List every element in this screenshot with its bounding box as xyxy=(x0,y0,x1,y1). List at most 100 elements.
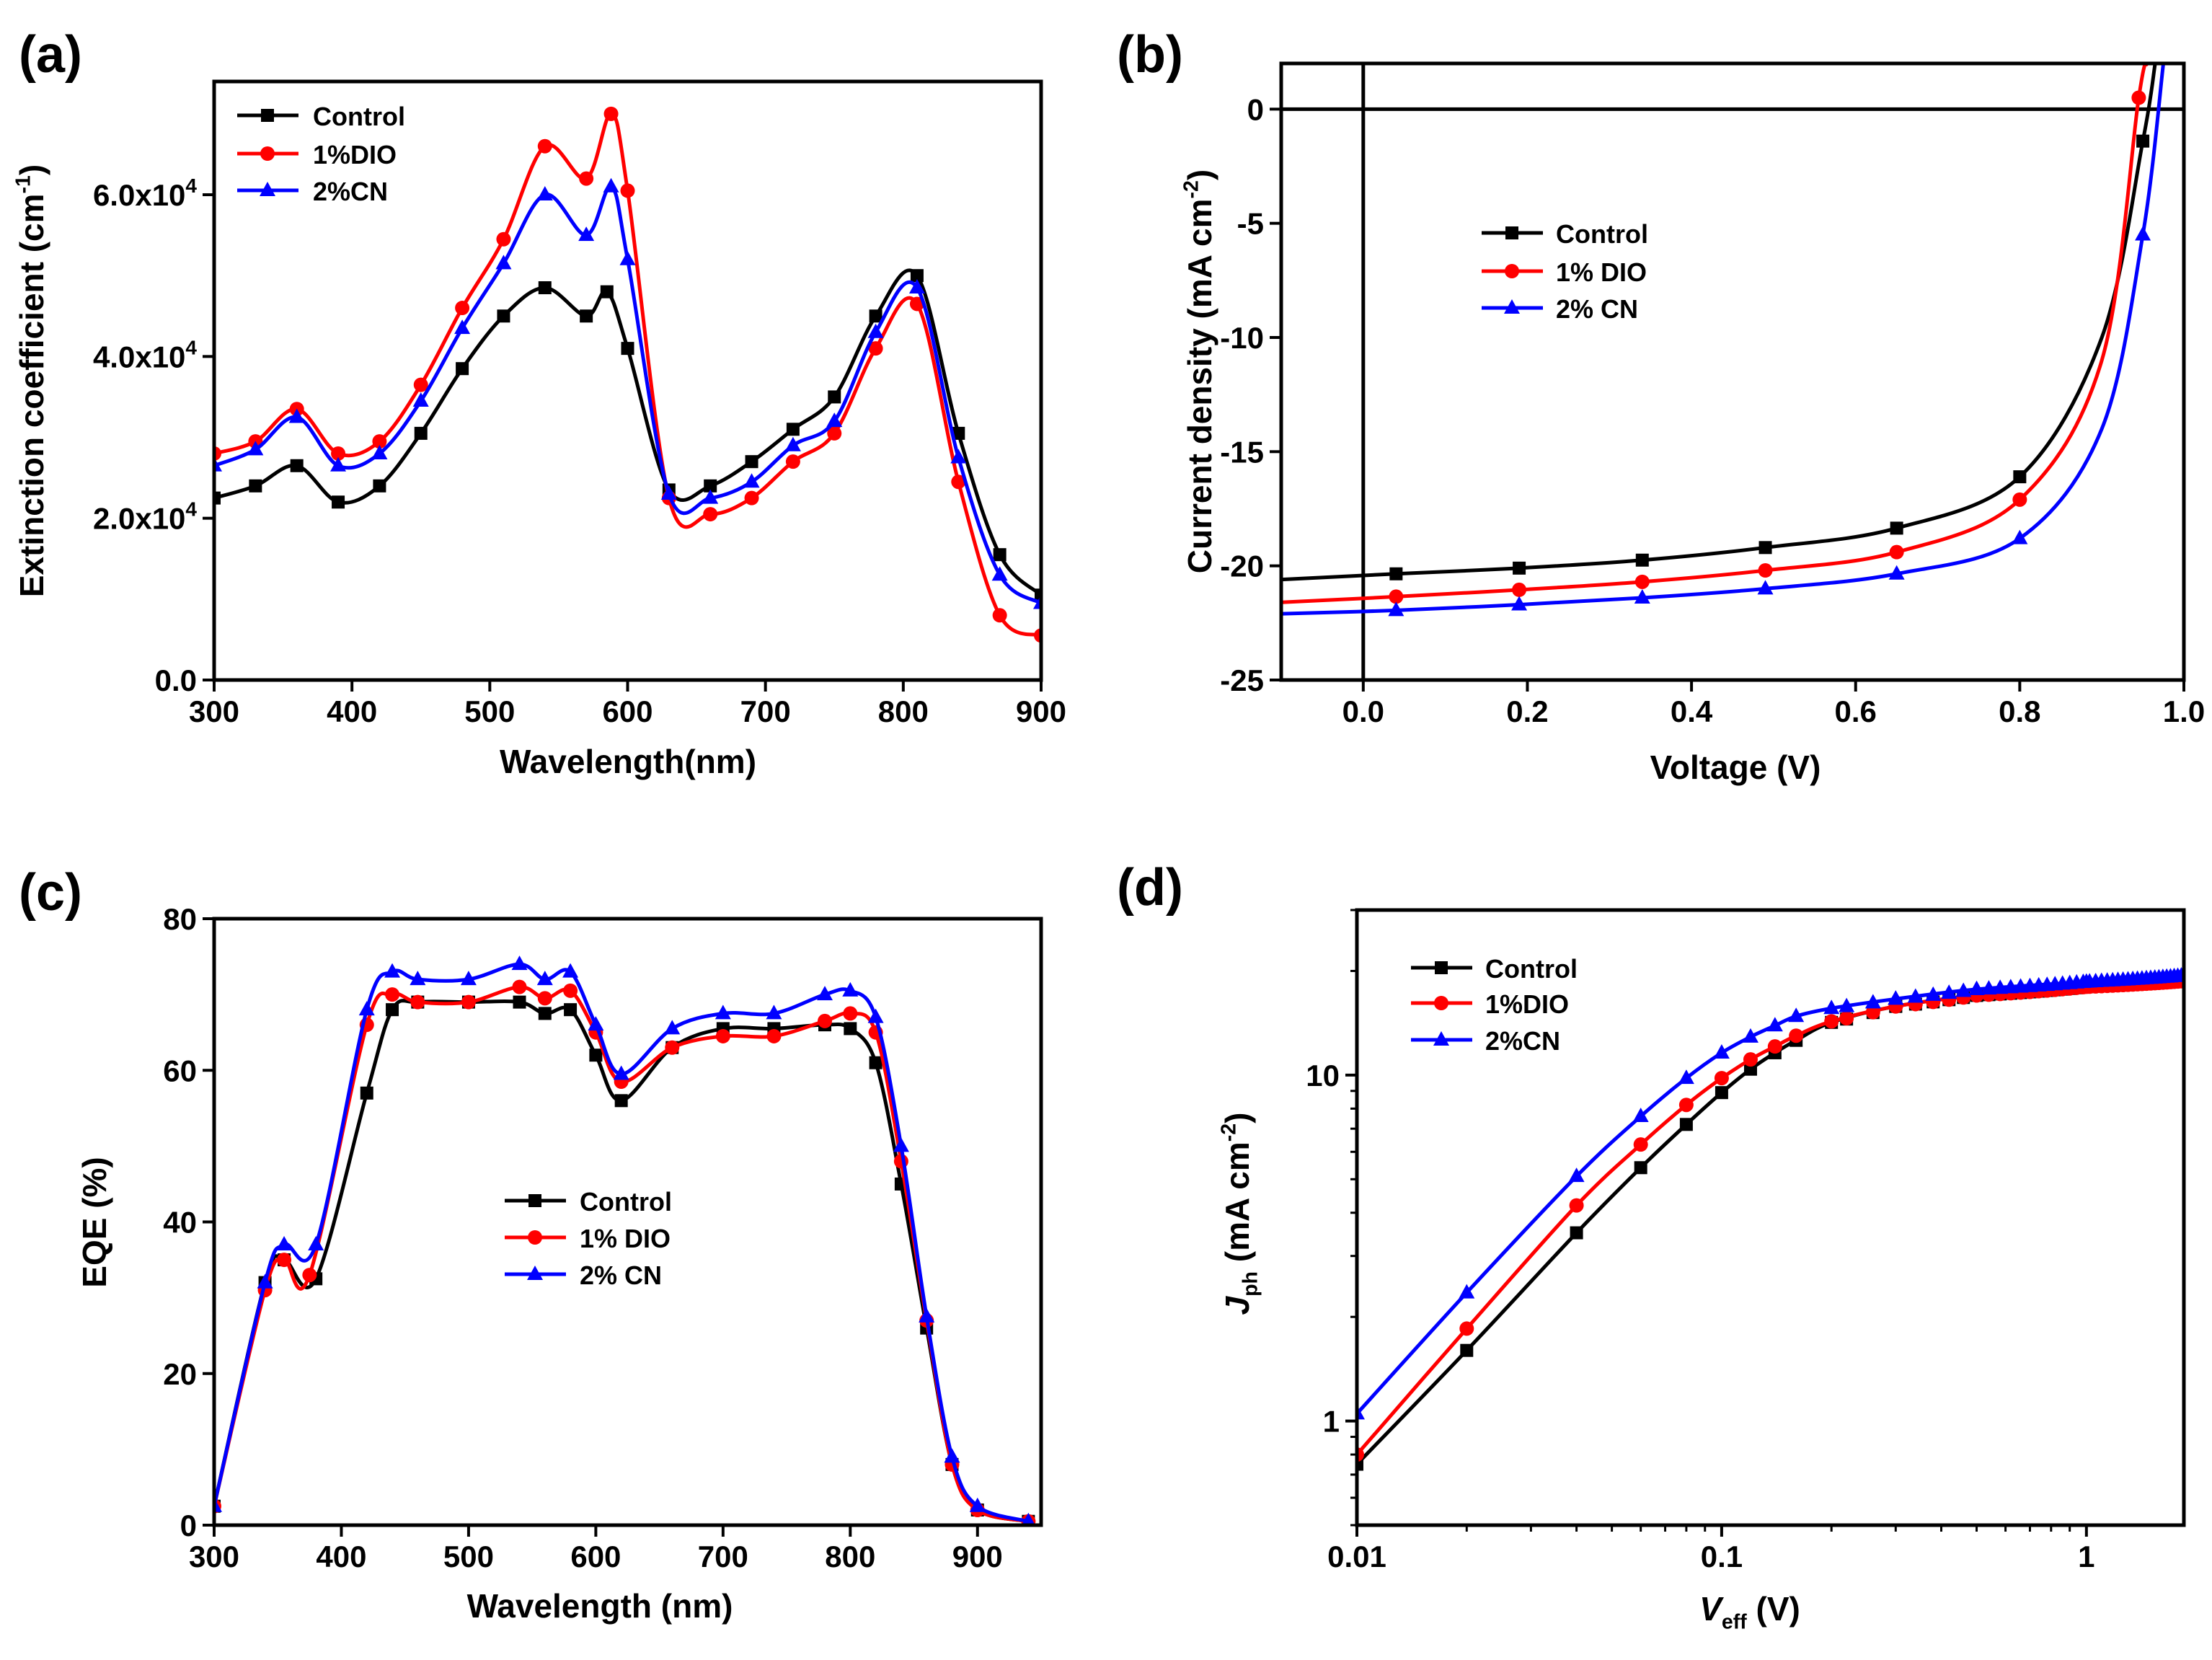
data-point xyxy=(290,459,304,472)
data-point xyxy=(1925,986,1942,1001)
data-point xyxy=(410,994,425,1010)
data-point xyxy=(1907,988,1924,1003)
data-point xyxy=(620,183,635,198)
data-point xyxy=(619,250,636,265)
data-point xyxy=(868,341,883,356)
data-point xyxy=(214,1497,222,1512)
data-point xyxy=(1890,521,1903,535)
x-axis-label: Voltage (V) xyxy=(1650,749,1821,786)
x-tick-label: 900 xyxy=(952,1540,1003,1573)
data-point xyxy=(412,392,429,407)
label-part: eff xyxy=(1722,1611,1747,1634)
data-point xyxy=(1388,601,1404,617)
y-tick-label: 6.0x104 xyxy=(93,175,197,212)
data-point xyxy=(495,255,512,270)
data-point xyxy=(702,489,719,504)
y-tick-label: 10 xyxy=(1306,1059,1340,1092)
tick-exponent: 4 xyxy=(185,175,197,197)
y-tick-label: 20 xyxy=(163,1357,197,1391)
data-point xyxy=(513,995,526,1009)
legend-marker xyxy=(528,1194,541,1207)
series-1dio xyxy=(214,106,1041,643)
data-point xyxy=(276,1236,293,1251)
series-line xyxy=(214,185,1041,605)
y-tick-label: 80 xyxy=(163,902,197,936)
legend-marker xyxy=(1504,299,1520,314)
data-point xyxy=(910,269,924,283)
data-point xyxy=(1634,589,1650,604)
x-tick-label: 400 xyxy=(327,694,377,728)
plot-frame xyxy=(212,79,1043,682)
panel-label: (c) xyxy=(19,864,82,922)
data-point xyxy=(908,279,925,294)
legend-label: 1% DIO xyxy=(580,1224,671,1253)
legend-label: 2% CN xyxy=(580,1261,662,1290)
data-point xyxy=(893,1137,909,1152)
data-point xyxy=(919,1307,935,1323)
legend-marker xyxy=(1435,961,1448,974)
data-point xyxy=(538,1007,552,1020)
data-point xyxy=(1758,563,1773,578)
data-point xyxy=(1568,1167,1585,1183)
data-point xyxy=(600,285,614,299)
series-control xyxy=(1281,63,2157,582)
legend-label: 2%CN xyxy=(313,177,388,206)
data-point xyxy=(784,436,801,451)
label-part: (mA cm xyxy=(1218,1142,1256,1271)
legend-marker xyxy=(260,146,275,161)
plot-frame xyxy=(1355,908,2186,1527)
data-point xyxy=(2131,90,2146,105)
chart-panel-d: (d) 0.01 0.1 1 1 10 Veff (V) Jph (mA cm-2) Contr… xyxy=(1117,859,2186,1634)
data-point xyxy=(1743,1052,1758,1067)
data-point xyxy=(950,449,967,464)
data-point xyxy=(1632,1108,1649,1123)
data-point xyxy=(715,1028,730,1043)
data-point xyxy=(1839,997,1855,1012)
data-point xyxy=(1968,980,1985,995)
y-tick-label: 0.0 xyxy=(155,663,197,697)
legend-label: 1% DIO xyxy=(1556,257,1647,287)
data-point xyxy=(2012,529,2028,544)
data-point xyxy=(460,971,477,986)
data-point xyxy=(588,1016,604,1031)
tick-base: 2.0x10 xyxy=(93,502,185,536)
data-point xyxy=(410,971,426,986)
data-point xyxy=(1679,1118,1693,1131)
x-tick-label: 1 xyxy=(2078,1540,2094,1573)
data-point xyxy=(562,963,579,978)
x-tick-label: 800 xyxy=(878,694,929,728)
data-point xyxy=(766,1028,782,1043)
y-axis-label: EQE (%) xyxy=(76,1157,113,1287)
data-point xyxy=(827,425,842,441)
label-part: -2 xyxy=(1218,1123,1241,1142)
data-point xyxy=(1992,979,2009,994)
x-tick-label: 0.2 xyxy=(1506,694,1548,728)
data-point xyxy=(1569,1198,1584,1213)
data-point xyxy=(455,301,470,316)
tick-exponent: 4 xyxy=(185,336,197,358)
data-point xyxy=(537,991,552,1006)
series-2cn xyxy=(214,955,1035,1525)
data-point xyxy=(1941,984,1957,999)
x-axis-label: Wavelength (nm) xyxy=(467,1587,733,1625)
data-point xyxy=(302,1268,317,1283)
data-point xyxy=(842,981,859,997)
data-point xyxy=(1389,567,1403,580)
legend-marker xyxy=(1505,226,1518,239)
chart-panel-c: (c) 300 400 500 600 700 800 900 0 20 40 60 80 Wavelen… xyxy=(19,864,1043,1625)
legend-label: Control xyxy=(1485,954,1578,984)
legend-marker xyxy=(1433,1031,1449,1046)
data-point xyxy=(1033,594,1041,609)
data-point xyxy=(536,971,553,986)
data-point xyxy=(1460,1343,1474,1357)
data-point xyxy=(372,434,387,449)
y-tick-label: 0 xyxy=(180,1509,197,1542)
data-point xyxy=(454,319,471,335)
data-point xyxy=(461,994,476,1010)
data-point xyxy=(1824,1014,1839,1029)
data-point xyxy=(330,456,347,472)
legend-marker xyxy=(1505,264,1519,278)
legend-marker xyxy=(528,1230,542,1245)
series-2cn xyxy=(1357,966,2184,1420)
series-line xyxy=(1281,63,2149,604)
